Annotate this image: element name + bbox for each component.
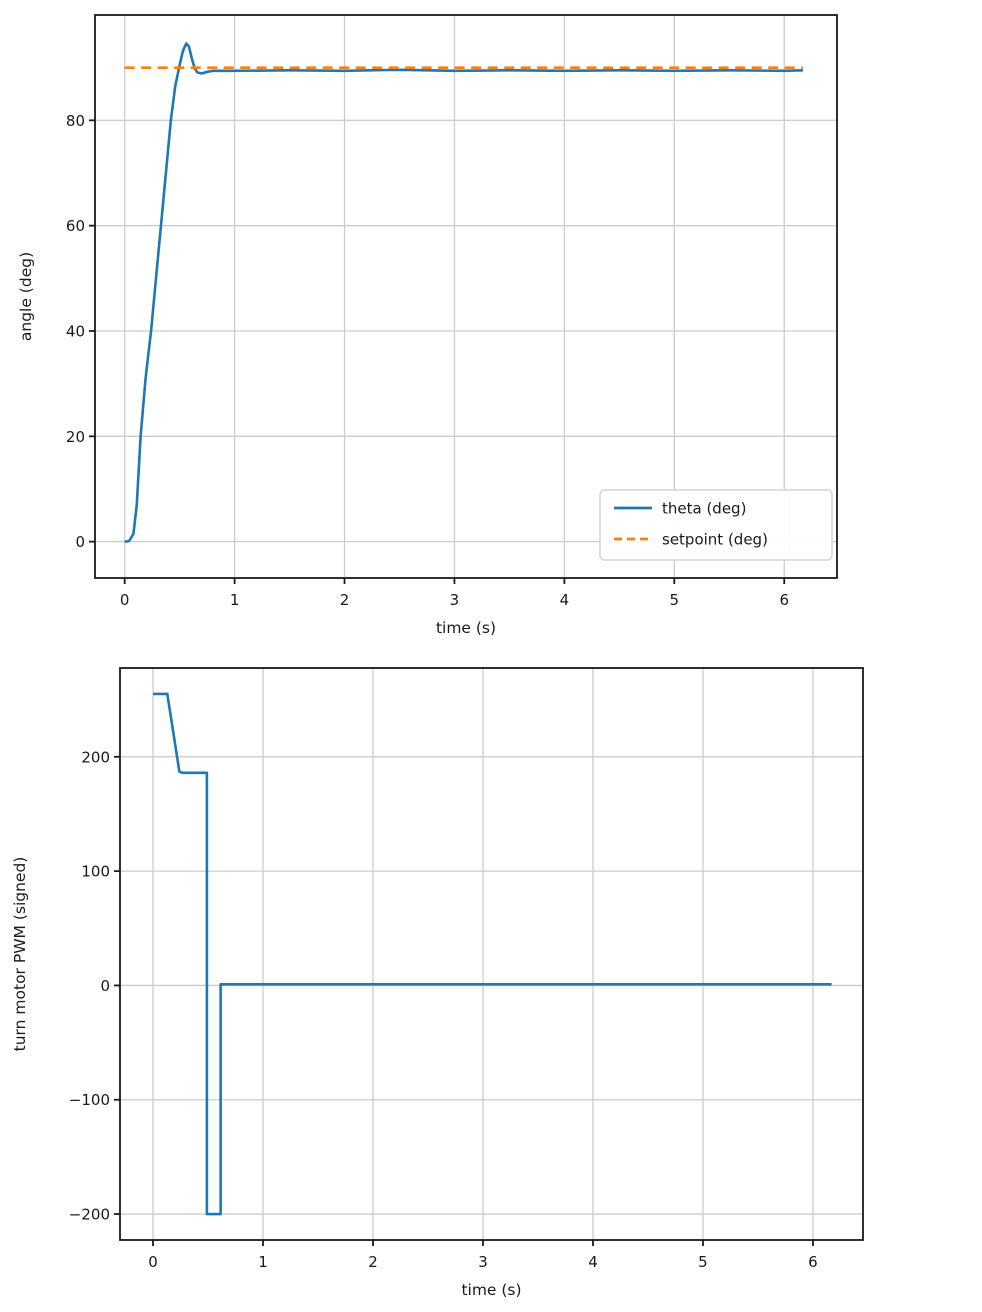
x-axis-label: time (s) <box>436 619 496 637</box>
legend-box <box>599 489 833 561</box>
y-tick-label: −100 <box>69 1091 110 1109</box>
y-tick-label: 20 <box>66 428 85 446</box>
x-tick-label: 5 <box>670 591 680 609</box>
x-tick-label: 6 <box>779 591 789 609</box>
pwm-output-figure: 0 1 2 3 4 5 6 −200 −100 0 100 200 time (s) turn motor… <box>0 656 982 1312</box>
x-tick-label: 5 <box>698 1253 708 1271</box>
y-tick-label: 0 <box>75 533 85 551</box>
y-tick-label: 80 <box>66 112 85 130</box>
x-axis-label: time (s) <box>461 1281 521 1299</box>
legend-label-setpoint: setpoint (deg) <box>662 531 768 549</box>
y-tick-label: −200 <box>69 1206 110 1224</box>
angle-response-figure: 0 1 2 3 4 5 6 0 20 40 60 80 time (s) angle (deg) theta… <box>17 14 838 637</box>
theta-line <box>124 42 803 543</box>
x-tick-label: 4 <box>560 591 570 609</box>
axes-spines <box>119 667 864 1241</box>
x-tick-label: 2 <box>368 1253 378 1271</box>
x-tick-label: 3 <box>478 1253 488 1271</box>
x-tick-label: 2 <box>340 591 350 609</box>
x-tick-label: 4 <box>588 1253 598 1271</box>
y-tick-label: 200 <box>81 748 110 766</box>
legend-label-theta: theta (deg) <box>662 500 746 518</box>
x-tick-label: 0 <box>148 1253 158 1271</box>
y-tick-label: 40 <box>66 322 85 340</box>
pwm-chart-svg: 0 1 2 3 4 5 6 −200 −100 0 100 200 time (s) turn motor… <box>11 667 864 1299</box>
axes-spines <box>94 14 838 579</box>
y-tick-label: 60 <box>66 217 85 235</box>
y-tick-label: 100 <box>81 863 110 881</box>
x-tick-label: 1 <box>230 591 240 609</box>
x-tick-label: 3 <box>450 591 460 609</box>
y-tick-label: 0 <box>100 977 110 995</box>
y-axis-label: turn motor PWM (signed) <box>11 857 29 1052</box>
x-tick-label: 0 <box>120 591 130 609</box>
x-tick-label: 6 <box>808 1253 818 1271</box>
y-axis-label: angle (deg) <box>17 252 35 341</box>
x-tick-label: 1 <box>258 1253 268 1271</box>
pwm-line <box>153 692 832 1216</box>
